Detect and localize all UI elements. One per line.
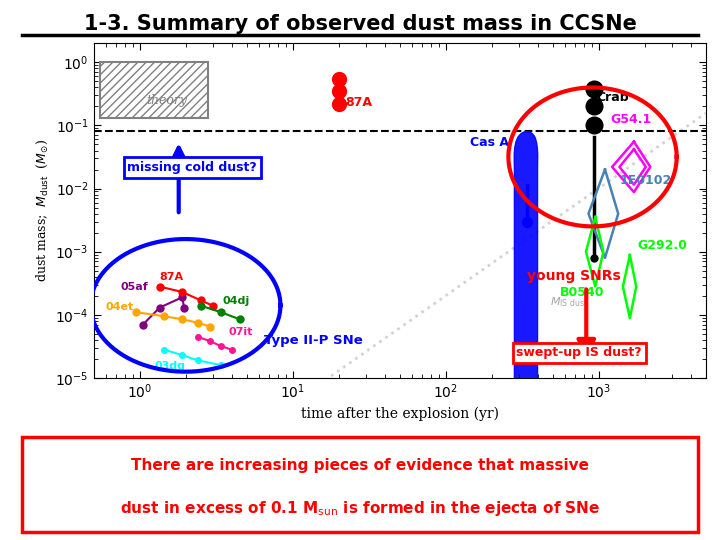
X-axis label: time after the explosion (yr): time after the explosion (yr) bbox=[301, 407, 498, 421]
Text: Type II-P SNe: Type II-P SNe bbox=[264, 334, 363, 347]
Bar bbox=[100, 62, 208, 118]
Text: 05af: 05af bbox=[120, 282, 148, 292]
Text: 04et: 04et bbox=[106, 302, 134, 312]
Text: dust in excess of 0.1 M$_{\rm sun}$ is formed in the ejecta of SNe: dust in excess of 0.1 M$_{\rm sun}$ is f… bbox=[120, 499, 600, 518]
Text: Cas A: Cas A bbox=[470, 136, 509, 148]
Text: $M_{\rm IS\ dust}$: $M_{\rm IS\ dust}$ bbox=[550, 295, 588, 309]
Text: 87A: 87A bbox=[345, 96, 372, 110]
Text: swept-up IS dust?: swept-up IS dust? bbox=[516, 346, 642, 360]
Text: B0540: B0540 bbox=[560, 286, 604, 299]
Text: 87A: 87A bbox=[160, 272, 184, 282]
Text: There are increasing pieces of evidence that massive: There are increasing pieces of evidence … bbox=[131, 458, 589, 473]
Text: 07it: 07it bbox=[228, 327, 253, 337]
Text: missing cold dust?: missing cold dust? bbox=[127, 161, 257, 174]
Ellipse shape bbox=[514, 132, 538, 540]
Text: G292.0: G292.0 bbox=[637, 239, 688, 252]
Text: G54.1: G54.1 bbox=[611, 113, 652, 126]
Text: 03dg: 03dg bbox=[155, 361, 186, 371]
Text: Crab: Crab bbox=[597, 91, 629, 104]
Text: young SNRs: young SNRs bbox=[527, 269, 621, 284]
Y-axis label: dust mass;  $M_{\rm dust}$  ($M_{\odot}$): dust mass; $M_{\rm dust}$ ($M_{\odot}$) bbox=[35, 139, 50, 282]
Text: 1E0102: 1E0102 bbox=[619, 173, 672, 186]
Text: 1-3. Summary of observed dust mass in CCSNe: 1-3. Summary of observed dust mass in CC… bbox=[84, 14, 636, 33]
Text: 04dj: 04dj bbox=[223, 296, 250, 306]
Text: theory: theory bbox=[146, 94, 187, 107]
